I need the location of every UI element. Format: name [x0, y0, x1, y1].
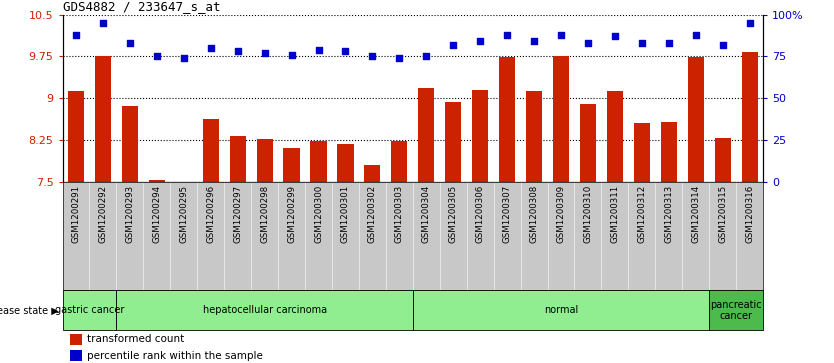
Text: normal: normal: [544, 305, 578, 315]
Text: GSM1200299: GSM1200299: [287, 185, 296, 243]
Text: GSM1200292: GSM1200292: [98, 185, 108, 243]
Bar: [709, 290, 763, 330]
Text: GSM1200310: GSM1200310: [584, 185, 592, 243]
Text: GSM1200308: GSM1200308: [530, 185, 539, 243]
Point: [636, 40, 649, 46]
Point: [285, 52, 299, 57]
Text: GSM1200304: GSM1200304: [422, 185, 431, 243]
Text: GSM1200307: GSM1200307: [503, 185, 511, 243]
Text: pancreatic
cancer: pancreatic cancer: [711, 299, 762, 321]
Text: GSM1200315: GSM1200315: [718, 185, 727, 243]
Text: disease state ▶: disease state ▶: [0, 305, 58, 315]
Bar: [445, 102, 461, 182]
Point: [204, 45, 218, 51]
Text: GSM1200306: GSM1200306: [475, 185, 485, 243]
Text: GSM1200293: GSM1200293: [125, 185, 134, 243]
Point: [339, 48, 352, 54]
Bar: [499, 57, 515, 182]
Bar: [553, 56, 569, 182]
Text: gastric cancer: gastric cancer: [55, 305, 124, 315]
Point: [446, 42, 460, 48]
Point: [662, 40, 676, 46]
Bar: [364, 165, 380, 182]
Text: GSM1200305: GSM1200305: [449, 185, 458, 243]
Text: GSM1200297: GSM1200297: [234, 185, 242, 243]
Point: [258, 50, 271, 56]
Point: [177, 55, 190, 61]
Bar: [117, 290, 413, 330]
Point: [366, 53, 379, 59]
Bar: [310, 142, 327, 182]
Bar: [122, 106, 138, 182]
Text: GDS4882 / 233647_s_at: GDS4882 / 233647_s_at: [63, 0, 220, 13]
Bar: [607, 91, 623, 182]
Point: [123, 40, 137, 46]
Text: GSM1200300: GSM1200300: [314, 185, 323, 243]
Point: [716, 42, 730, 48]
Point: [555, 32, 568, 37]
Bar: [69, 334, 83, 345]
Point: [608, 33, 621, 39]
Bar: [63, 290, 117, 330]
Text: GSM1200295: GSM1200295: [179, 185, 188, 243]
Bar: [176, 182, 192, 183]
Text: hepatocellular carcinoma: hepatocellular carcinoma: [203, 305, 327, 315]
Bar: [95, 56, 111, 182]
Point: [581, 40, 595, 46]
Text: GSM1200311: GSM1200311: [610, 185, 620, 243]
Point: [150, 53, 163, 59]
Text: GSM1200309: GSM1200309: [556, 185, 565, 243]
Bar: [741, 52, 758, 181]
Point: [69, 32, 83, 37]
Bar: [229, 136, 246, 182]
Text: GSM1200303: GSM1200303: [394, 185, 404, 243]
Bar: [257, 139, 273, 182]
Point: [393, 55, 406, 61]
Text: GSM1200312: GSM1200312: [637, 185, 646, 243]
Point: [231, 48, 244, 54]
Point: [420, 53, 433, 59]
Text: GSM1200313: GSM1200313: [665, 185, 673, 243]
Point: [500, 32, 514, 37]
Bar: [526, 91, 542, 182]
Bar: [69, 350, 83, 362]
Point: [312, 47, 325, 53]
Text: GSM1200291: GSM1200291: [72, 185, 81, 243]
Text: GSM1200302: GSM1200302: [368, 185, 377, 243]
Point: [689, 32, 702, 37]
Bar: [661, 122, 677, 182]
Bar: [418, 88, 435, 182]
Text: GSM1200298: GSM1200298: [260, 185, 269, 243]
Bar: [68, 91, 84, 182]
Bar: [634, 123, 650, 182]
Bar: [688, 57, 704, 182]
Point: [527, 38, 540, 44]
Bar: [284, 148, 299, 182]
Text: GSM1200294: GSM1200294: [153, 185, 161, 243]
Bar: [580, 103, 596, 182]
Point: [474, 38, 487, 44]
Bar: [413, 290, 709, 330]
Bar: [472, 90, 488, 182]
Bar: [391, 141, 408, 182]
Text: GSM1200301: GSM1200301: [341, 185, 350, 243]
Bar: [338, 144, 354, 182]
Text: GSM1200296: GSM1200296: [206, 185, 215, 243]
Point: [96, 20, 109, 26]
Text: GSM1200316: GSM1200316: [745, 185, 754, 243]
Bar: [715, 138, 731, 182]
Bar: [148, 180, 165, 182]
Text: transformed count: transformed count: [87, 334, 184, 344]
Point: [743, 20, 756, 26]
Text: percentile rank within the sample: percentile rank within the sample: [87, 351, 263, 361]
Text: GSM1200314: GSM1200314: [691, 185, 701, 243]
Bar: [203, 119, 219, 182]
